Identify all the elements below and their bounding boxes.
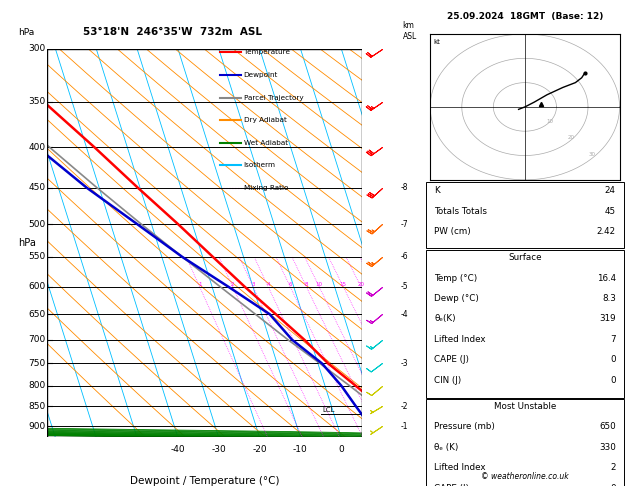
Text: Dewpoint: Dewpoint xyxy=(243,72,278,78)
Text: Surface: Surface xyxy=(508,253,542,262)
Text: 650: 650 xyxy=(28,310,46,319)
Text: -4: -4 xyxy=(401,310,408,319)
Text: 700: 700 xyxy=(28,335,46,344)
Text: 2.42: 2.42 xyxy=(597,227,616,236)
Text: 10: 10 xyxy=(546,119,553,124)
Text: -5: -5 xyxy=(401,282,408,291)
Text: Dewpoint / Temperature (°C): Dewpoint / Temperature (°C) xyxy=(130,476,279,486)
Text: © weatheronline.co.uk: © weatheronline.co.uk xyxy=(481,472,569,481)
Text: 900: 900 xyxy=(28,422,46,431)
Text: Dewp (°C): Dewp (°C) xyxy=(434,294,479,303)
Text: 8: 8 xyxy=(304,282,308,287)
Text: -6: -6 xyxy=(401,252,408,261)
Text: 650: 650 xyxy=(599,422,616,432)
Text: 2: 2 xyxy=(231,282,235,287)
Text: 4: 4 xyxy=(267,282,270,287)
Text: Wet Adiabat: Wet Adiabat xyxy=(243,139,288,146)
Text: PW (cm): PW (cm) xyxy=(434,227,470,236)
Text: 2: 2 xyxy=(610,463,616,472)
Text: 25.09.2024  18GMT  (Base: 12): 25.09.2024 18GMT (Base: 12) xyxy=(447,12,603,21)
Text: 20: 20 xyxy=(567,136,574,140)
Text: 20: 20 xyxy=(357,282,364,287)
Text: -10: -10 xyxy=(293,445,308,454)
Text: Isotherm: Isotherm xyxy=(243,162,276,168)
Text: CIN (J): CIN (J) xyxy=(434,376,461,385)
Text: 800: 800 xyxy=(28,381,46,390)
Text: 400: 400 xyxy=(28,143,46,152)
Text: Dry Adiabat: Dry Adiabat xyxy=(243,117,287,123)
Text: 30: 30 xyxy=(588,152,595,157)
Text: θₑ(K): θₑ(K) xyxy=(434,314,455,324)
Text: 600: 600 xyxy=(28,282,46,291)
Text: hPa: hPa xyxy=(19,28,35,37)
Text: CAPE (J): CAPE (J) xyxy=(434,355,469,364)
Text: 53°18'N  246°35'W  732m  ASL: 53°18'N 246°35'W 732m ASL xyxy=(84,27,262,37)
Bar xyxy=(426,399,624,486)
Text: K: K xyxy=(434,186,440,195)
Text: 450: 450 xyxy=(28,183,46,192)
Text: Temp (°C): Temp (°C) xyxy=(434,274,477,283)
Text: 319: 319 xyxy=(599,314,616,324)
Text: 850: 850 xyxy=(28,402,46,411)
Text: Pressure (mb): Pressure (mb) xyxy=(434,422,495,432)
Text: -20: -20 xyxy=(252,445,267,454)
Text: 24: 24 xyxy=(604,186,616,195)
Text: 16.4: 16.4 xyxy=(597,274,616,283)
Text: 500: 500 xyxy=(28,220,46,228)
Text: 550: 550 xyxy=(28,252,46,261)
Text: Parcel Trajectory: Parcel Trajectory xyxy=(243,95,303,101)
Text: Temperature: Temperature xyxy=(243,50,290,55)
Text: LCL: LCL xyxy=(322,407,335,413)
Text: -3: -3 xyxy=(401,359,408,368)
Text: 7: 7 xyxy=(610,335,616,344)
Text: 1: 1 xyxy=(198,282,201,287)
Text: 750: 750 xyxy=(28,359,46,368)
Text: 0: 0 xyxy=(610,376,616,385)
Text: Most Unstable: Most Unstable xyxy=(494,402,556,411)
Text: 45: 45 xyxy=(604,207,616,216)
Text: -2: -2 xyxy=(401,402,408,411)
Text: Lifted Index: Lifted Index xyxy=(434,463,486,472)
Text: km
ASL: km ASL xyxy=(403,21,417,41)
Text: -30: -30 xyxy=(211,445,226,454)
Text: 3: 3 xyxy=(252,282,255,287)
Text: CAPE (J): CAPE (J) xyxy=(434,484,469,486)
Text: 300: 300 xyxy=(28,44,46,53)
Bar xyxy=(426,250,624,398)
Text: Totals Totals: Totals Totals xyxy=(434,207,487,216)
Text: 8.3: 8.3 xyxy=(602,294,616,303)
Text: -40: -40 xyxy=(170,445,185,454)
Text: 350: 350 xyxy=(28,97,46,106)
Text: 0: 0 xyxy=(610,355,616,364)
Text: 6: 6 xyxy=(289,282,292,287)
Text: 15: 15 xyxy=(340,282,347,287)
Text: 10: 10 xyxy=(316,282,323,287)
Text: 0: 0 xyxy=(338,445,344,454)
Text: -1: -1 xyxy=(401,422,408,431)
Text: -7: -7 xyxy=(401,220,408,228)
Text: Mixing Ratio: Mixing Ratio xyxy=(243,185,288,191)
Text: θₑ (K): θₑ (K) xyxy=(434,443,459,452)
Text: kt: kt xyxy=(433,39,440,45)
Bar xyxy=(426,182,624,248)
Text: -8: -8 xyxy=(401,183,408,192)
Text: hPa: hPa xyxy=(18,238,36,248)
Text: Lifted Index: Lifted Index xyxy=(434,335,486,344)
Text: 330: 330 xyxy=(599,443,616,452)
Text: 0: 0 xyxy=(610,484,616,486)
